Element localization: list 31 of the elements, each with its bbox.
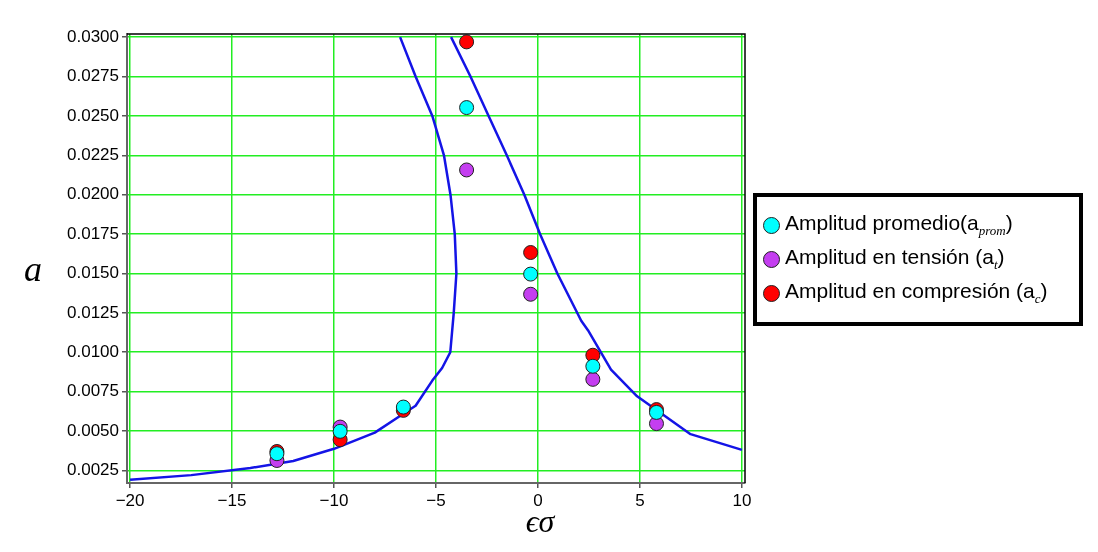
point: [523, 286, 539, 302]
legend-label: Amplitud promedio(a$_{prom}$): [785, 211, 1013, 240]
y-tick-label: 0.0300: [67, 26, 119, 46]
y-tick-label: 0.0125: [67, 302, 119, 322]
point: [523, 245, 539, 261]
point: [332, 423, 348, 439]
x-tick-label: −20: [115, 490, 145, 510]
point: [459, 100, 475, 116]
point: [459, 162, 475, 178]
y-axis-title: a: [24, 248, 42, 290]
y-tick-label: 0.0275: [67, 66, 119, 86]
x-tick-label: −10: [319, 490, 349, 510]
y-tick-label: 0.0100: [67, 341, 119, 361]
point: [585, 371, 601, 387]
y-tick-label: 0.0175: [67, 223, 119, 243]
point: [459, 34, 475, 50]
y-tick-label: 0.0025: [67, 460, 119, 480]
point: [585, 358, 601, 374]
y-tick-label: 0.0200: [67, 184, 119, 204]
x-tick-label: −15: [217, 490, 247, 510]
y-tick-label: 0.0075: [67, 381, 119, 401]
legend-label: Amplitud en tensión (a$_{t}$): [785, 245, 1005, 274]
point: [523, 266, 539, 282]
legend-label: Amplitud en compresión (a$_{c}$): [785, 279, 1048, 308]
y-tick-label: 0.0150: [67, 263, 119, 283]
y-tick-label: 0.0225: [67, 145, 119, 164]
x-tick-label: −5: [426, 490, 446, 510]
y-tick-label: 0.0050: [67, 420, 119, 440]
x-tick-label: 10: [732, 490, 752, 510]
y-tick-label: 0.0250: [67, 105, 119, 125]
x-tick-label: 5: [635, 490, 645, 510]
